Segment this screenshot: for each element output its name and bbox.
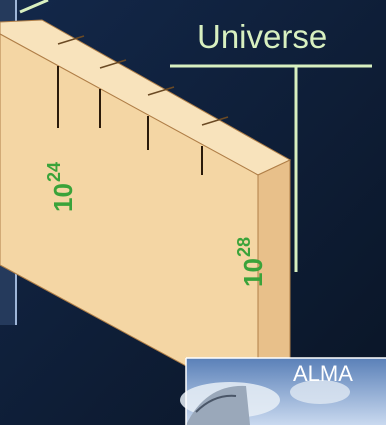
marker-left-base: 10 <box>48 183 78 212</box>
top-face-dividers <box>57 35 229 126</box>
marker-right-base: 10 <box>238 258 268 287</box>
front-face-ticks <box>57 66 203 175</box>
alma-photo <box>180 357 386 425</box>
alma-label: ALMA <box>293 361 353 386</box>
marker-right-label: 10 28 <box>234 237 268 287</box>
pointer-line <box>19 0 49 14</box>
universe-label: Universe <box>197 18 328 55</box>
marker-left-exponent: 24 <box>44 162 64 182</box>
marker-right-exponent: 28 <box>234 237 254 257</box>
marker-left-label: 10 24 <box>44 162 78 212</box>
